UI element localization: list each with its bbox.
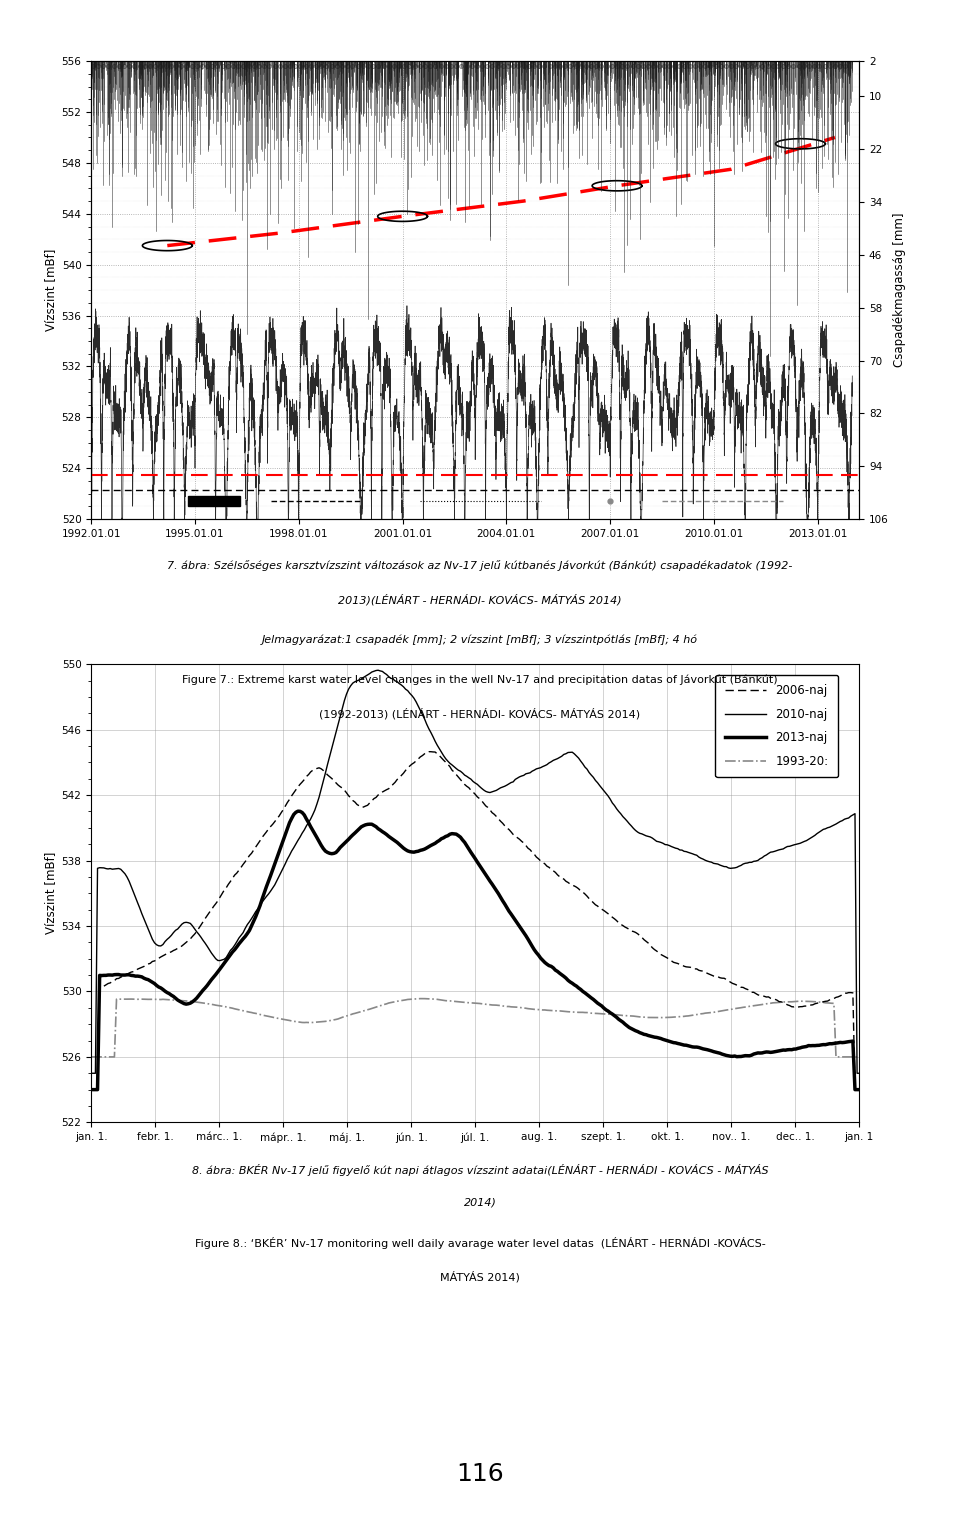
2010-naj [372,661,384,680]
2006-naj [85,1081,97,1099]
Line: 2010-naj: 2010-naj [91,670,859,1073]
2010-naj [746,854,757,872]
Text: 2014): 2014) [464,1197,496,1208]
Bar [188,496,240,507]
Y-axis label: Vízszint [mBf]: Vízszint [mBf] [44,852,58,935]
Y-axis label: Csapadékmagasság [mm]: Csapadékmagasság [mm] [893,212,906,368]
Line: 1993-20:: 1993-20: [91,999,859,1057]
2006-naj [853,1081,865,1099]
1993-20: [85,1048,97,1066]
2010-naj [853,1064,865,1083]
Text: Figure 8.: ‘BKÉR’ Nv-17 monitoring well daily avarage water level datas  (LÉNÁRT: Figure 8.: ‘BKÉR’ Nv-17 monitoring well … [195,1237,765,1249]
1993-20: [297,1014,308,1032]
2013-naj [397,838,409,857]
Text: (1992-2013) (LÉNÁRT - HERNÁDI- KOVÁCS- MÁTYÁS 2014): (1992-2013) (LÉNÁRT - HERNÁDI- KOVÁCS- M… [320,709,640,719]
2010-naj [394,675,405,693]
1993-20: [746,997,757,1015]
1993-20: [417,989,428,1008]
Legend: 2006-naj, 2010-naj, 2013-naj, 1993-20:: 2006-naj, 2010-naj, 2013-naj, 1993-20: [715,675,838,777]
1993-20: [820,994,831,1012]
Text: 7. ábra: Szélsőséges karsztvízszint változások az Nv-17 jelű kútbanés Jávorkút (: 7. ábra: Szélsőséges karsztvízszint vált… [167,560,793,571]
2010-naj [297,825,308,843]
2010-naj [248,906,259,924]
1993-20: [248,1003,259,1022]
Line: 2013-naj: 2013-naj [91,811,859,1090]
2006-naj [297,773,308,791]
2006-naj [423,742,435,760]
2006-naj [746,983,757,1002]
Text: 116: 116 [456,1461,504,1486]
2006-naj [396,767,407,785]
2013-naj [853,1081,865,1099]
Line: 2006-naj: 2006-naj [91,751,859,1090]
2013-naj [248,912,259,930]
2006-naj [248,841,259,860]
2006-naj [820,993,831,1011]
2010-naj [85,1064,97,1083]
2013-naj [394,835,405,854]
Text: Figure 7.: Extreme karst water level changes in the well Nv-17 and precipitation: Figure 7.: Extreme karst water level cha… [182,675,778,686]
1993-20: [396,991,407,1009]
2006-naj [392,771,403,789]
2013-naj [292,802,303,820]
Text: 2013)(LÉNÁRT - HERNÁDI- KOVÁCS- MÁTYÁS 2014): 2013)(LÉNÁRT - HERNÁDI- KOVÁCS- MÁTYÁS 2… [338,594,622,606]
1993-20: [853,1048,865,1066]
2013-naj [820,1035,831,1054]
2010-naj [397,678,409,696]
Text: MÁTYÁS 2014): MÁTYÁS 2014) [440,1270,520,1283]
2010-naj [820,820,831,838]
2013-naj [85,1081,97,1099]
Y-axis label: Vízszint [mBf]: Vízszint [mBf] [44,249,58,331]
2013-naj [746,1046,757,1064]
2013-naj [299,806,310,825]
1993-20: [392,993,403,1011]
Text: Jelmagyarázat:1 csapadék [mm]; 2 vízszint [mBf]; 3 vízszintpótlás [mBf]; 4 hó: Jelmagyarázat:1 csapadék [mm]; 2 vízszin… [262,634,698,644]
Text: 8. ábra: BKÉR Nv-17 jelű figyelő kút napi átlagos vízszint adatai(LÉNÁRT - HERNÁ: 8. ábra: BKÉR Nv-17 jelű figyelő kút nap… [192,1164,768,1176]
